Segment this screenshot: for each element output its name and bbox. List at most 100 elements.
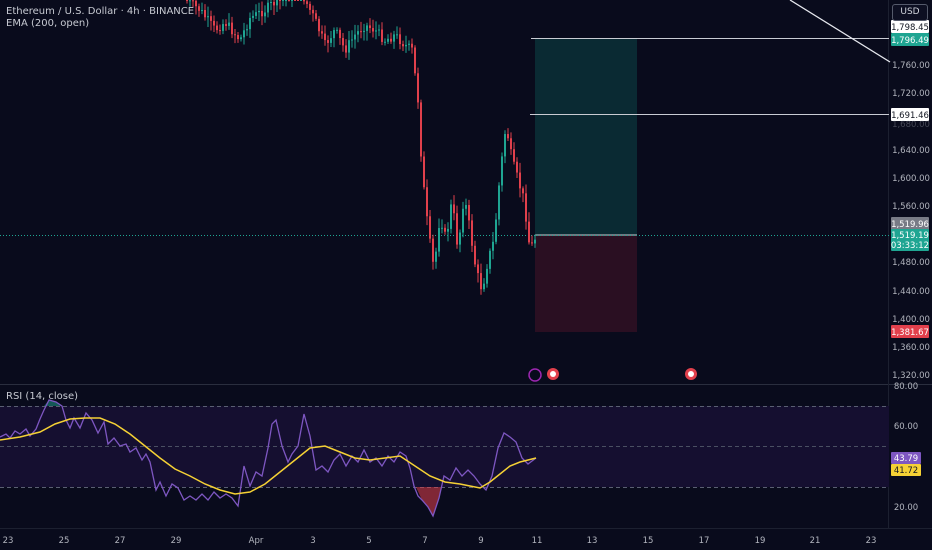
candle-body	[279, 0, 281, 1]
time-tick: 19	[755, 536, 766, 546]
candle-body	[195, 0, 197, 7]
candle-body	[303, 0, 305, 2]
price-tick: 1,600.00	[892, 174, 930, 184]
candle-body	[312, 9, 314, 14]
candle-body	[438, 228, 440, 252]
candle-body	[249, 17, 251, 30]
candle-body	[288, 0, 290, 1]
candle-body	[513, 149, 515, 162]
time-tick: 17	[699, 536, 710, 546]
candle-body	[231, 22, 233, 35]
rsi-axis[interactable]: 80.00 60.00 20.00	[894, 382, 918, 513]
candle-body	[531, 242, 533, 244]
candle-body	[252, 15, 254, 18]
price-label-top-line: 1,798.45	[891, 23, 929, 33]
candle-body	[336, 29, 338, 31]
candle-body	[219, 30, 221, 32]
candle-body	[255, 12, 257, 16]
time-tick: 5	[366, 536, 371, 546]
symbol-title[interactable]: Ethereum / U.S. Dollar · 4h · BINANCE	[6, 6, 195, 17]
rsi-line[interactable]	[0, 399, 537, 518]
price-tick: 1,440.00	[892, 287, 930, 297]
candle-body	[516, 161, 518, 173]
candle-body	[510, 138, 512, 150]
price-label-current: 1,519.19	[891, 231, 929, 241]
candle-body	[396, 34, 398, 36]
earnings-flag-icon-inner	[550, 371, 556, 377]
candle-body	[189, 0, 191, 2]
candle-body	[213, 20, 215, 26]
candle-body	[240, 37, 242, 40]
rsi-indicator-title[interactable]: RSI (14, close)	[6, 391, 79, 402]
candle-body	[471, 220, 473, 246]
price-label-target-bg	[891, 33, 929, 46]
candle-body	[357, 31, 359, 35]
candle-body	[360, 31, 362, 33]
price-tick: 1,560.00	[892, 202, 930, 212]
loss-zone[interactable]	[535, 235, 637, 332]
candle-body	[264, 12, 266, 17]
candle-body	[186, 0, 188, 1]
price-tick: 1,400.00	[892, 315, 930, 325]
time-tick: 3	[310, 536, 315, 546]
candle-body	[435, 251, 437, 262]
profit-zone[interactable]	[535, 38, 637, 235]
candle-body	[216, 25, 218, 31]
candle-body	[420, 102, 422, 157]
rsi-value-label: 43.79	[894, 454, 918, 464]
candle-body	[330, 38, 332, 43]
candle-body	[528, 221, 530, 243]
candles-group[interactable]	[186, 0, 536, 295]
split-event-icon[interactable]	[528, 368, 542, 382]
candle-body	[192, 0, 194, 2]
candle-body	[315, 13, 317, 19]
candle-body	[372, 28, 374, 32]
time-tick: 29	[171, 536, 182, 546]
time-tick: 27	[115, 536, 126, 546]
time-tick: Apr	[249, 536, 264, 546]
candle-body	[276, 0, 278, 6]
candle-body	[237, 35, 239, 40]
candle-body	[228, 22, 230, 26]
rsi-ma-line[interactable]	[0, 417, 537, 495]
currency-button[interactable]: USD	[892, 4, 928, 21]
ema-indicator-title[interactable]: EMA (200, open)	[6, 18, 90, 29]
candle-body	[294, 0, 296, 1]
price-label-mid-line: 1,691.46	[891, 111, 929, 121]
candle-body	[429, 216, 431, 239]
price-tick: 1,480.00	[892, 258, 930, 268]
candle-body	[198, 6, 200, 11]
candle-body	[324, 33, 326, 41]
candle-body	[534, 239, 536, 244]
bar-countdown: 03:33:12	[891, 241, 929, 251]
price-axis[interactable]: 1,760.00 1,720.00 1,680.00 1,640.00 1,60…	[892, 61, 930, 381]
candle-body	[483, 283, 485, 290]
candle-body	[498, 185, 500, 220]
candle-body	[201, 10, 203, 12]
candle-body	[477, 264, 479, 274]
candle-body	[486, 268, 488, 284]
candle-body	[309, 3, 311, 10]
candle-body	[489, 250, 491, 269]
candle-body	[261, 10, 263, 17]
candle-body	[291, 0, 293, 1]
candle-body	[432, 238, 434, 262]
trend-line[interactable]	[789, 0, 891, 63]
candle-body	[405, 44, 407, 47]
time-tick: 25	[59, 536, 70, 546]
candle-body	[459, 232, 461, 245]
price-label-target: 1,796.49	[891, 36, 929, 46]
time-axis[interactable]: 23 25 27 29 Apr 3 5 7 9 11 13 15 17 19 2…	[3, 536, 877, 546]
candle-body	[204, 10, 206, 18]
candle-body	[300, 0, 302, 1]
time-tick: 21	[810, 536, 821, 546]
candle-body	[522, 188, 524, 194]
candle-body	[222, 24, 224, 31]
candle-body	[348, 40, 350, 53]
candle-body	[519, 172, 521, 189]
candle-body	[366, 25, 368, 31]
candle-body	[492, 241, 494, 251]
time-tick: 13	[587, 536, 598, 546]
price-tick: 1,680.00	[892, 120, 930, 130]
